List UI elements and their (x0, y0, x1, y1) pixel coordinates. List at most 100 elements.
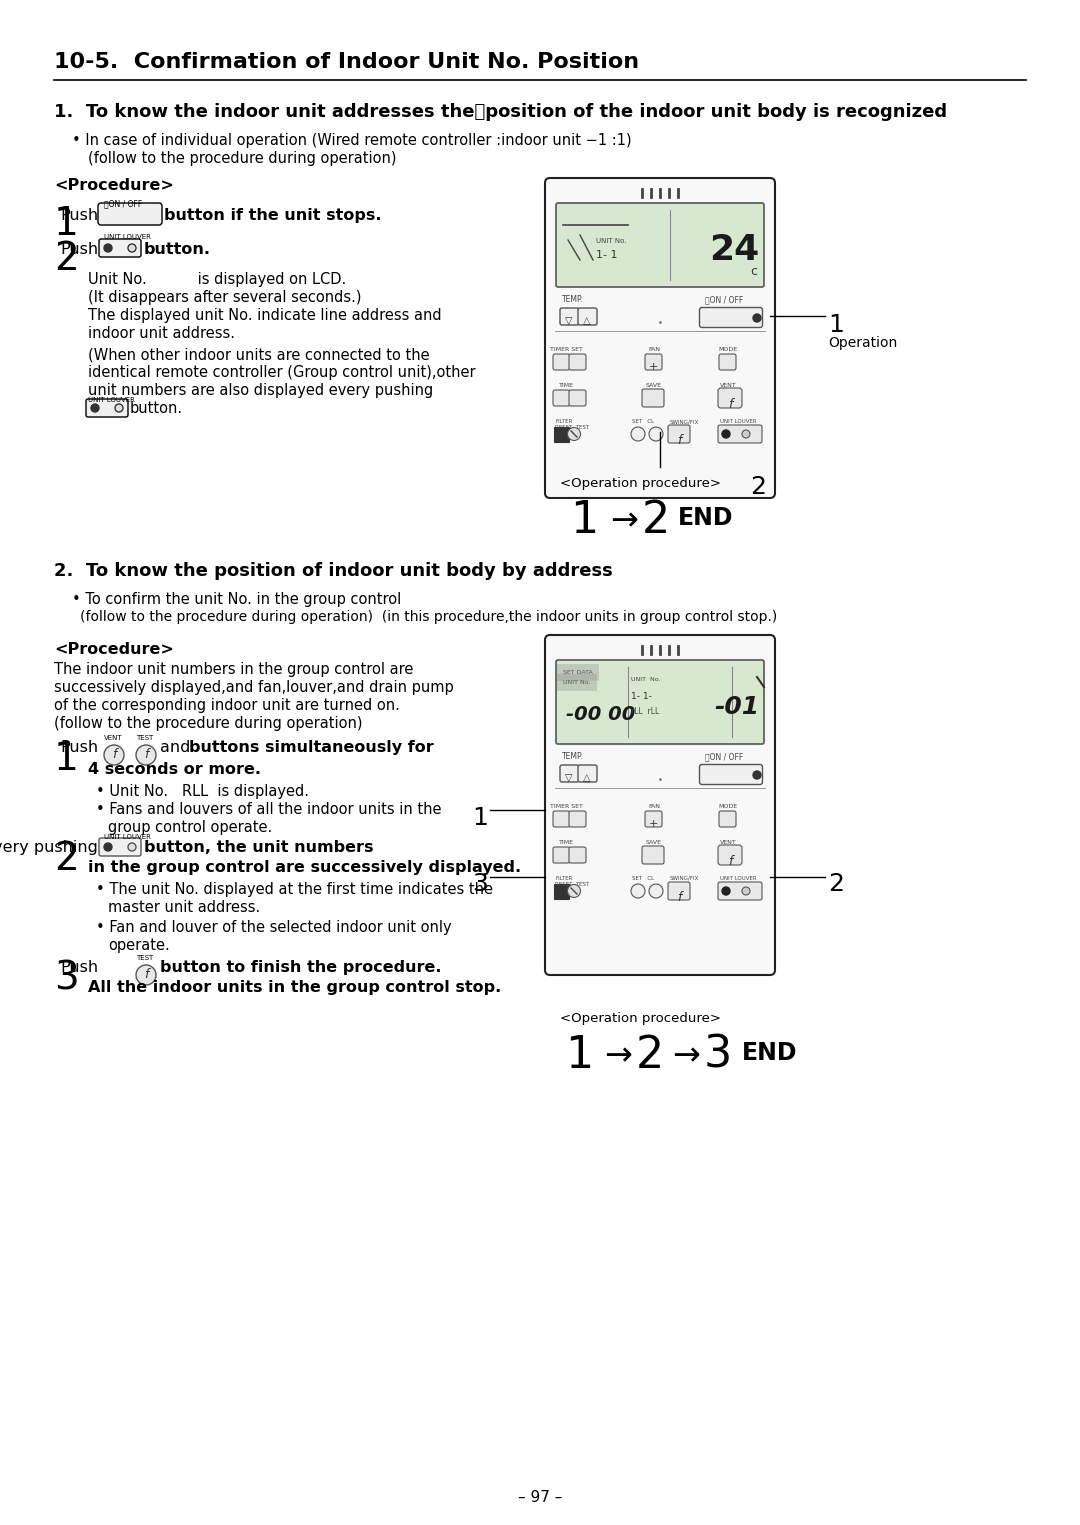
Text: (follow to the procedure during operation): (follow to the procedure during operatio… (54, 717, 363, 730)
Text: 2.  To know the position of indoor unit body by address: 2. To know the position of indoor unit b… (54, 563, 612, 580)
Text: • In case of individual operation (Wired remote controller :indoor unit −1 :1): • In case of individual operation (Wired… (72, 133, 632, 148)
Text: 1: 1 (54, 740, 79, 778)
Text: 2: 2 (636, 1034, 664, 1077)
Circle shape (567, 884, 581, 898)
Text: VENT: VENT (719, 383, 737, 387)
Text: 1: 1 (54, 204, 79, 242)
Text: The displayed unit No. indicate line address and: The displayed unit No. indicate line add… (87, 308, 442, 323)
Text: UNIT LOUVER: UNIT LOUVER (720, 419, 757, 424)
Text: All the indoor units in the group control stop.: All the indoor units in the group contro… (87, 981, 501, 994)
Circle shape (104, 746, 124, 766)
Text: – 97 –: – 97 – (517, 1490, 563, 1505)
Text: 3: 3 (704, 1034, 732, 1077)
FancyBboxPatch shape (545, 178, 775, 499)
Circle shape (742, 888, 750, 895)
Circle shape (649, 427, 663, 441)
Circle shape (104, 244, 112, 252)
Text: 2: 2 (642, 499, 671, 541)
FancyBboxPatch shape (554, 427, 569, 442)
Text: +: + (648, 819, 658, 830)
Text: The indoor unit numbers in the group control are: The indoor unit numbers in the group con… (54, 662, 414, 677)
FancyBboxPatch shape (578, 766, 597, 782)
Text: FILTER
RESET  TEST: FILTER RESET TEST (555, 419, 589, 430)
Text: (follow to the procedure during operation)  (in this procedure,the indoor units : (follow to the procedure during operatio… (80, 610, 778, 624)
Text: buttons simultaneously for: buttons simultaneously for (189, 740, 434, 755)
Text: of the corresponding indoor unit are turned on.: of the corresponding indoor unit are tur… (54, 698, 400, 714)
Text: 2: 2 (54, 840, 79, 878)
Text: button to finish the procedure.: button to finish the procedure. (160, 961, 442, 974)
Text: TIME: TIME (558, 840, 573, 845)
Text: VENT: VENT (719, 840, 737, 845)
Text: 1- 1-: 1- 1- (631, 692, 652, 702)
Text: button if the unit stops.: button if the unit stops. (164, 207, 381, 223)
Text: Operation: Operation (828, 336, 897, 351)
FancyBboxPatch shape (718, 881, 762, 900)
Text: MODE: MODE (718, 804, 738, 808)
Text: UNIT LOUVER: UNIT LOUVER (104, 233, 151, 239)
Text: →: → (604, 1039, 632, 1072)
Text: • The unit No. displayed at the first time indicates the: • The unit No. displayed at the first ti… (96, 881, 492, 897)
Circle shape (114, 404, 123, 412)
Text: TEMP.: TEMP. (562, 294, 584, 303)
Text: button.: button. (130, 401, 184, 416)
FancyBboxPatch shape (669, 881, 690, 900)
Text: △: △ (583, 316, 591, 326)
FancyBboxPatch shape (569, 846, 586, 863)
Text: Push: Push (59, 207, 98, 223)
Text: (It disappears after several seconds.): (It disappears after several seconds.) (87, 290, 362, 305)
Text: 1: 1 (570, 499, 598, 541)
Text: UNIT LOUVER: UNIT LOUVER (104, 834, 151, 840)
Text: -00 00: -00 00 (566, 705, 635, 723)
Text: rLL  rLL: rLL rLL (631, 708, 659, 717)
Text: 10-5.  Confirmation of Indoor Unit No. Position: 10-5. Confirmation of Indoor Unit No. Po… (54, 52, 639, 72)
Text: identical remote controller (Group control unit),other: identical remote controller (Group contr… (87, 364, 475, 380)
Text: →: → (672, 1039, 700, 1072)
Text: f: f (677, 435, 681, 447)
FancyBboxPatch shape (569, 354, 586, 371)
FancyBboxPatch shape (669, 425, 690, 442)
Text: VENT: VENT (104, 735, 123, 741)
Text: UNIT LOUVER: UNIT LOUVER (87, 396, 135, 403)
Text: •: • (658, 776, 662, 785)
Text: TIME: TIME (558, 383, 573, 387)
Text: c: c (750, 265, 757, 278)
Text: <Operation procedure>: <Operation procedure> (561, 1013, 721, 1025)
Text: operate.: operate. (108, 938, 170, 953)
FancyBboxPatch shape (561, 308, 579, 325)
Text: +: + (648, 361, 658, 372)
Text: <Procedure>: <Procedure> (54, 642, 174, 657)
Text: 3: 3 (472, 872, 488, 897)
Circle shape (631, 884, 645, 898)
Text: f: f (728, 398, 732, 412)
Text: UNIT No.: UNIT No. (596, 238, 626, 244)
Text: TEST: TEST (136, 735, 153, 741)
FancyBboxPatch shape (553, 811, 570, 827)
Text: ⓘON / OFF: ⓘON / OFF (104, 198, 143, 207)
FancyBboxPatch shape (99, 839, 141, 856)
Circle shape (723, 430, 730, 438)
FancyBboxPatch shape (718, 387, 742, 409)
Text: <Procedure>: <Procedure> (54, 178, 174, 194)
Text: • Fans and louvers of all the indoor units in the: • Fans and louvers of all the indoor uni… (96, 802, 442, 817)
Circle shape (136, 965, 156, 985)
FancyBboxPatch shape (642, 846, 664, 865)
Text: SAVE: SAVE (646, 383, 662, 387)
Text: 1: 1 (472, 807, 488, 830)
Text: f: f (677, 891, 681, 904)
Circle shape (723, 888, 730, 895)
FancyBboxPatch shape (553, 390, 570, 406)
Circle shape (631, 427, 645, 441)
FancyBboxPatch shape (569, 811, 586, 827)
Circle shape (753, 772, 761, 779)
FancyBboxPatch shape (719, 811, 735, 827)
Text: • To confirm the unit No. in the group control: • To confirm the unit No. in the group c… (72, 592, 402, 607)
Text: UNIT LOUVER: UNIT LOUVER (720, 875, 757, 881)
Text: indoor unit address.: indoor unit address. (87, 326, 235, 342)
FancyBboxPatch shape (645, 811, 662, 827)
Text: ⓘON / OFF: ⓘON / OFF (705, 294, 743, 303)
Text: UNIT No.: UNIT No. (563, 680, 591, 685)
FancyBboxPatch shape (569, 390, 586, 406)
Circle shape (91, 404, 99, 412)
Text: SET   CL: SET CL (632, 419, 654, 424)
Text: 24: 24 (708, 233, 759, 267)
